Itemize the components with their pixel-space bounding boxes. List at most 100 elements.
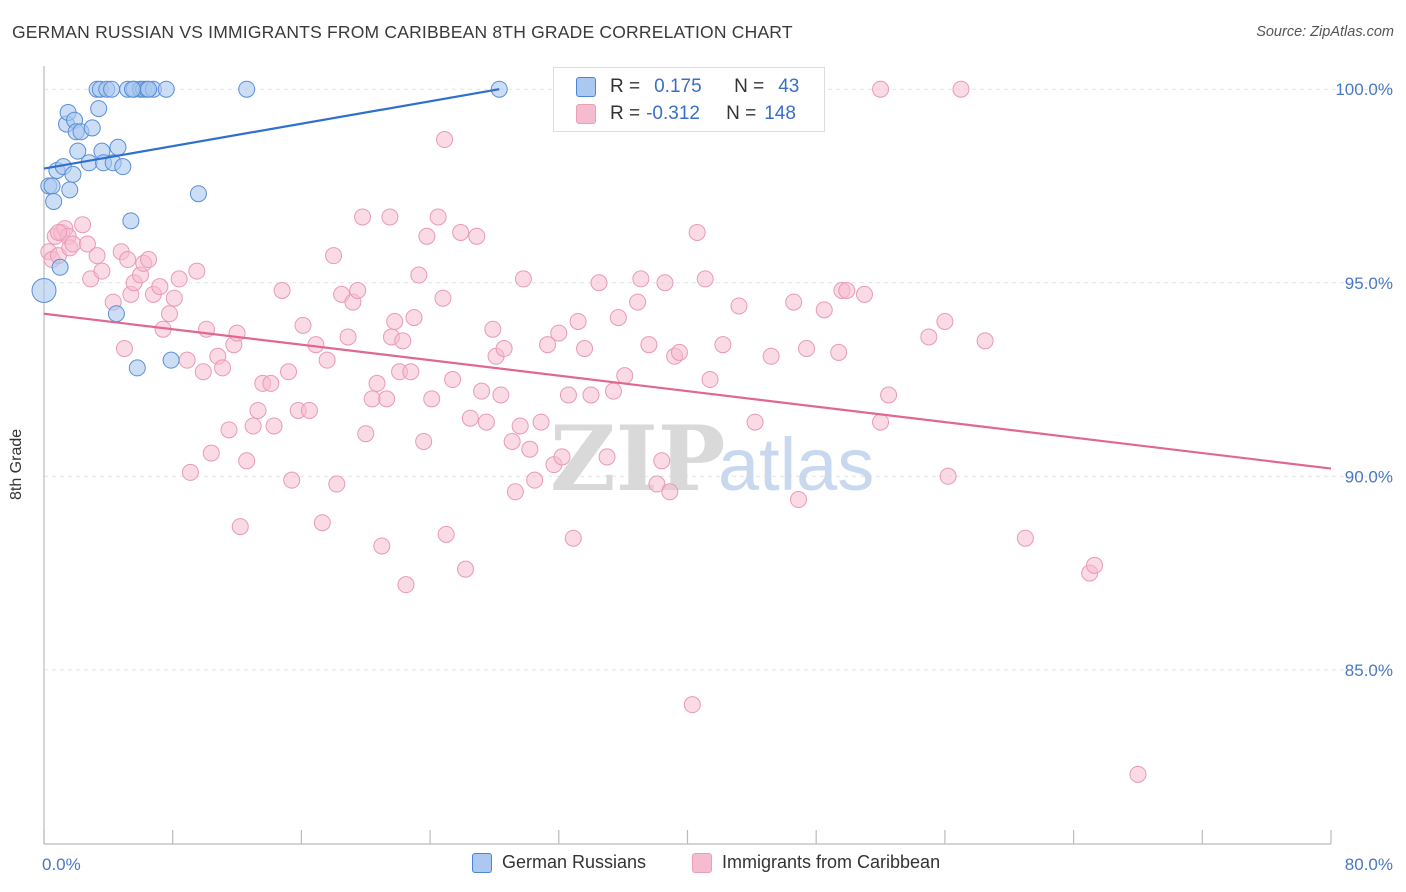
legend-row-german-russians: R = 0.175 N = 43: [576, 75, 799, 99]
data-point: [140, 80, 158, 98]
data-point: [128, 359, 146, 377]
data-point: [798, 340, 816, 358]
data-point: [952, 80, 970, 98]
n-value: 43: [778, 76, 800, 97]
data-point: [616, 367, 634, 385]
pink-swatch-icon: [576, 104, 596, 124]
data-point: [629, 293, 647, 311]
data-point: [394, 332, 412, 350]
data-point: [78, 235, 96, 253]
data-point: [576, 340, 594, 358]
data-point: [363, 390, 381, 408]
data-point: [564, 529, 582, 547]
data-point: [632, 270, 650, 288]
data-point: [590, 274, 608, 292]
data-point: [107, 305, 125, 323]
data-point: [569, 312, 587, 330]
data-point: [357, 425, 375, 443]
data-point: [1016, 529, 1034, 547]
data-point: [115, 340, 133, 358]
data-point: [265, 417, 283, 435]
data-point: [294, 316, 312, 334]
data-point: [325, 247, 343, 265]
data-point: [157, 80, 175, 98]
data-point: [532, 413, 550, 431]
data-point: [165, 289, 183, 307]
data-point: [920, 328, 938, 346]
data-point: [746, 413, 764, 431]
data-point: [249, 401, 267, 419]
data-point: [64, 165, 82, 183]
data-point: [410, 266, 428, 284]
data-point: [189, 185, 207, 203]
data-point: [514, 270, 532, 288]
r-value: -0.312: [646, 103, 700, 124]
data-point: [559, 386, 577, 404]
axes: [43, 66, 1332, 845]
legend-label: Immigrants from Caribbean: [722, 852, 941, 872]
data-point: [194, 363, 212, 381]
data-point: [872, 80, 890, 98]
pink-swatch-icon: [692, 852, 712, 873]
blue-swatch-icon: [472, 852, 492, 873]
data-point: [31, 277, 57, 303]
data-point: [653, 452, 671, 470]
data-point: [49, 223, 67, 241]
r-value: 0.175: [654, 76, 702, 97]
data-point: [415, 432, 433, 450]
data-point: [539, 336, 557, 354]
n-label: N =: [734, 76, 765, 97]
data-point: [45, 192, 63, 210]
data-point: [188, 262, 206, 280]
data-point: [214, 359, 232, 377]
data-point: [74, 216, 92, 234]
data-point: [231, 518, 249, 536]
data-point: [238, 452, 256, 470]
data-point: [688, 223, 706, 241]
data-point: [349, 281, 367, 299]
legend-item-german-russians: German Russians: [472, 852, 646, 873]
data-point: [434, 289, 452, 307]
data-point: [64, 235, 82, 253]
series-german-russians-points: [31, 80, 508, 377]
data-point: [872, 413, 890, 431]
data-point: [238, 80, 256, 98]
data-point: [93, 262, 111, 280]
data-point: [368, 374, 386, 392]
data-point: [648, 475, 666, 493]
correlation-legend: R = 0.175 N = 43 R = -0.312 N = 148: [553, 67, 825, 132]
data-point: [683, 696, 701, 714]
data-point: [670, 343, 688, 361]
data-point: [936, 312, 954, 330]
data-point: [495, 340, 513, 358]
data-point: [381, 208, 399, 226]
y-tick-label: 100.0%: [1335, 80, 1393, 99]
data-point: [838, 281, 856, 299]
data-point: [51, 258, 69, 276]
data-point: [90, 100, 108, 118]
data-point: [119, 251, 137, 269]
data-point: [604, 382, 622, 400]
data-point: [661, 483, 679, 501]
data-point: [830, 343, 848, 361]
data-point: [815, 301, 833, 319]
data-point: [339, 328, 357, 346]
n-label: N =: [726, 103, 757, 124]
data-point: [701, 371, 719, 389]
data-point: [640, 336, 658, 354]
data-point: [473, 382, 491, 400]
data-point: [103, 80, 121, 98]
data-point: [939, 467, 957, 485]
x-tick-label: 0.0%: [42, 855, 81, 874]
data-point: [976, 332, 994, 350]
data-point: [313, 514, 331, 532]
data-point: [444, 371, 462, 389]
watermark-zip: ZIP: [550, 406, 725, 512]
data-point: [61, 181, 79, 199]
tick-labels: 85.0% 90.0% 95.0% 100.0% 0.0% 80.0%: [42, 80, 1393, 874]
data-point: [436, 131, 454, 149]
data-point: [418, 227, 436, 245]
legend-row-immigrants-caribbean: R = -0.312 N = 148: [576, 102, 796, 126]
data-point: [526, 471, 544, 489]
data-point: [503, 432, 521, 450]
